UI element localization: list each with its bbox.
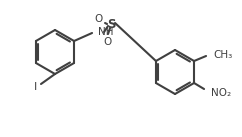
Text: NH: NH: [98, 27, 113, 37]
Text: O: O: [103, 37, 111, 47]
Text: NO₂: NO₂: [211, 88, 231, 98]
Text: I: I: [34, 82, 37, 92]
Text: CH₃: CH₃: [213, 50, 232, 60]
Text: O: O: [94, 14, 102, 24]
Text: S: S: [107, 18, 115, 32]
